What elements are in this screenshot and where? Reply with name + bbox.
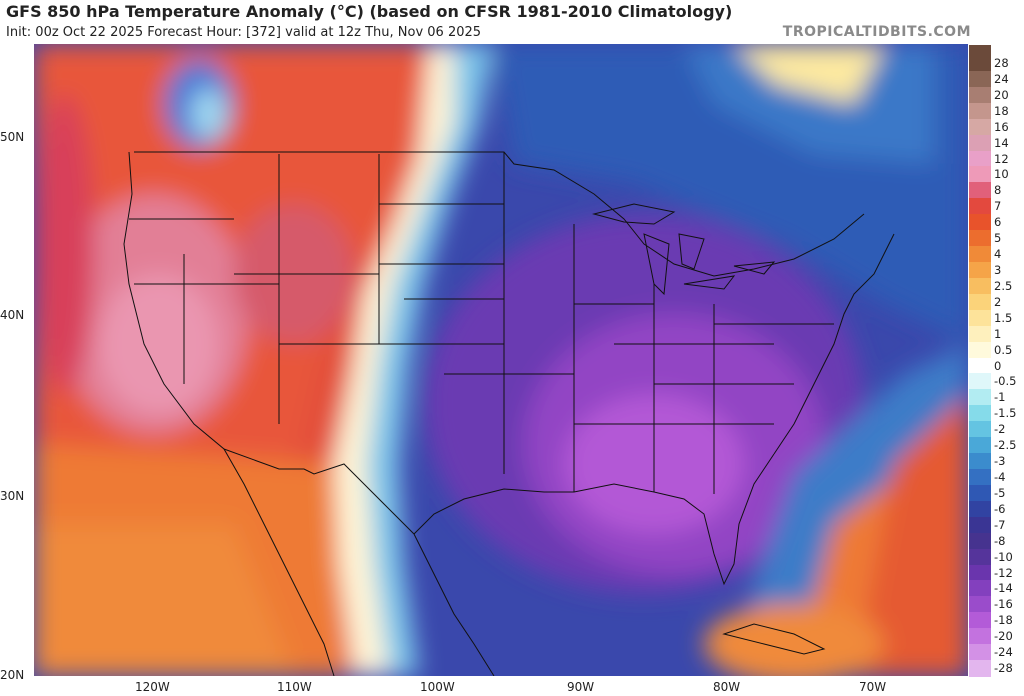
colorbar-swatch (969, 70, 991, 88)
lon-label-110w: 110W (277, 680, 312, 694)
colorbar-swatch (969, 612, 991, 629)
colorbar-swatch (969, 341, 991, 359)
colorbar-cap (969, 45, 991, 55)
colorbar-tick-label: 0 (994, 358, 1002, 373)
colorbar-tick-label: 10 (994, 167, 1009, 182)
cuba-outline (722, 623, 826, 655)
colorbar-tick-label: 0.5 (994, 342, 1013, 357)
colorbar-swatch (969, 325, 991, 343)
colorbar-tick-label: -8 (994, 533, 1006, 548)
lon-label-100w: 100W (420, 680, 455, 694)
colorbar-tick-label: -2.5 (994, 438, 1017, 453)
colorbar-swatch (969, 86, 991, 104)
colorbar-swatch (969, 277, 991, 295)
colorbar-swatch (969, 309, 991, 327)
colorbar-swatch (969, 596, 991, 613)
colorbar-swatch (969, 198, 991, 215)
lon-label-90w: 90W (567, 680, 595, 694)
colorbar-swatch (969, 532, 991, 550)
colorbar-swatch (969, 389, 991, 406)
colorbar-swatch (969, 580, 991, 597)
colorbar-tick-label: -20 (994, 629, 1013, 644)
colorbar-swatch (969, 628, 991, 645)
colorbar-swatch (969, 262, 991, 279)
colorbar-swatch (969, 102, 991, 120)
colorbar-swatch (969, 230, 991, 247)
colorbar-labels: 28 24 20 18 16 14 12 10 8 7 6 5 4 3 2.5 2 1.5 1 0.5 0 -0.5 -1… (994, 45, 1024, 676)
colorbar-swatch (969, 405, 991, 422)
map-boundaries (123, 151, 895, 676)
colorbar-swatch (969, 55, 991, 72)
colorbar-tick-label: 7 (994, 199, 1002, 214)
colorbar-tick-label: -1.5 (994, 406, 1017, 421)
colorbar-swatch (969, 182, 991, 199)
map-title: GFS 850 hPa Temperature Anomaly (°C) (ba… (6, 2, 733, 21)
colorbar-tick-label: 12 (994, 151, 1009, 166)
colorbar-tick-label: -18 (994, 613, 1013, 628)
site-watermark[interactable]: TROPICALTIDBITS.COM (782, 24, 971, 40)
colorbar-swatch (969, 421, 991, 438)
colorbar-swatch (969, 357, 991, 375)
colorbar-tick-label: -14 (994, 581, 1013, 596)
colorbar-tick-label: -24 (994, 645, 1013, 660)
colorbar-swatch (969, 660, 991, 677)
colorbar-swatch (969, 437, 991, 454)
colorbar-tick-label: 8 (994, 183, 1002, 198)
lat-label-20n: 20N (0, 668, 25, 682)
lat-label-40n: 40N (0, 308, 25, 322)
colorbar-tick-label: -5 (994, 485, 1006, 500)
lat-label-30n: 30N (0, 489, 25, 503)
colorbar-tick-label: 6 (994, 215, 1002, 230)
colorbar-tick-label: -6 (994, 501, 1006, 516)
forecast-info: Init: 00z Oct 22 2025 Forecast Hour: [37… (6, 25, 482, 40)
colorbar-swatch (969, 564, 991, 582)
colorbar-tick-label: 2 (994, 294, 1002, 309)
colorbar-swatch (969, 150, 991, 168)
colorbar-tick-label: 18 (994, 103, 1009, 118)
colorbar-swatch (969, 453, 991, 470)
great-lakes (592, 203, 776, 296)
colorbar-tick-label: 20 (994, 87, 1009, 102)
colorbar-tick-label: 2.5 (994, 278, 1013, 293)
colorbar-tick-label: 24 (994, 71, 1009, 86)
lon-label-120w: 120W (135, 680, 170, 694)
colorbar-swatch (969, 469, 991, 486)
colorbar-tick-label: -28 (994, 661, 1013, 676)
colorbar-tick-label: -16 (994, 597, 1013, 612)
colorbar-tick-label: 5 (994, 231, 1002, 246)
colorbar-tick-label: -4 (994, 469, 1006, 484)
lon-label-80w: 80W (713, 680, 741, 694)
colorbar-tick-label: -3 (994, 454, 1006, 469)
colorbar-swatch (969, 548, 991, 566)
lat-label-50n: 50N (0, 130, 25, 144)
anomaly-map-canvas (34, 44, 968, 676)
colorbar (969, 45, 991, 677)
colorbar-tick-label: -7 (994, 517, 1006, 532)
colorbar-tick-label: -1 (994, 390, 1006, 405)
colorbar-tick-label: 1.5 (994, 310, 1013, 325)
colorbar-tick-label: -10 (994, 549, 1013, 564)
colorbar-swatch (969, 293, 991, 311)
colorbar-swatch (969, 134, 991, 152)
colorbar-swatch (969, 166, 991, 183)
colorbar-tick-label: -2 (994, 422, 1006, 437)
colorbar-tick-label: 3 (994, 262, 1002, 277)
colorbar-tick-label: 16 (994, 119, 1009, 134)
colorbar-swatch (969, 118, 991, 136)
lon-label-70w: 70W (859, 680, 887, 694)
colorbar-tick-label: -0.5 (994, 374, 1017, 389)
colorbar-swatch (969, 484, 991, 502)
colorbar-swatch (969, 214, 991, 231)
colorbar-swatch (969, 246, 991, 263)
colorbar-swatch (969, 500, 991, 518)
colorbar-swatch (969, 373, 991, 390)
anomaly-map (34, 44, 968, 676)
colorbar-tick-label: -12 (994, 565, 1013, 580)
colorbar-tick-label: 4 (994, 247, 1002, 262)
colorbar-tick-label: 1 (994, 326, 1002, 341)
colorbar-tick-label: 28 (994, 55, 1009, 70)
colorbar-tick-label: 14 (994, 135, 1009, 150)
colorbar-swatch (969, 516, 991, 534)
colorbar-swatch (969, 644, 991, 661)
